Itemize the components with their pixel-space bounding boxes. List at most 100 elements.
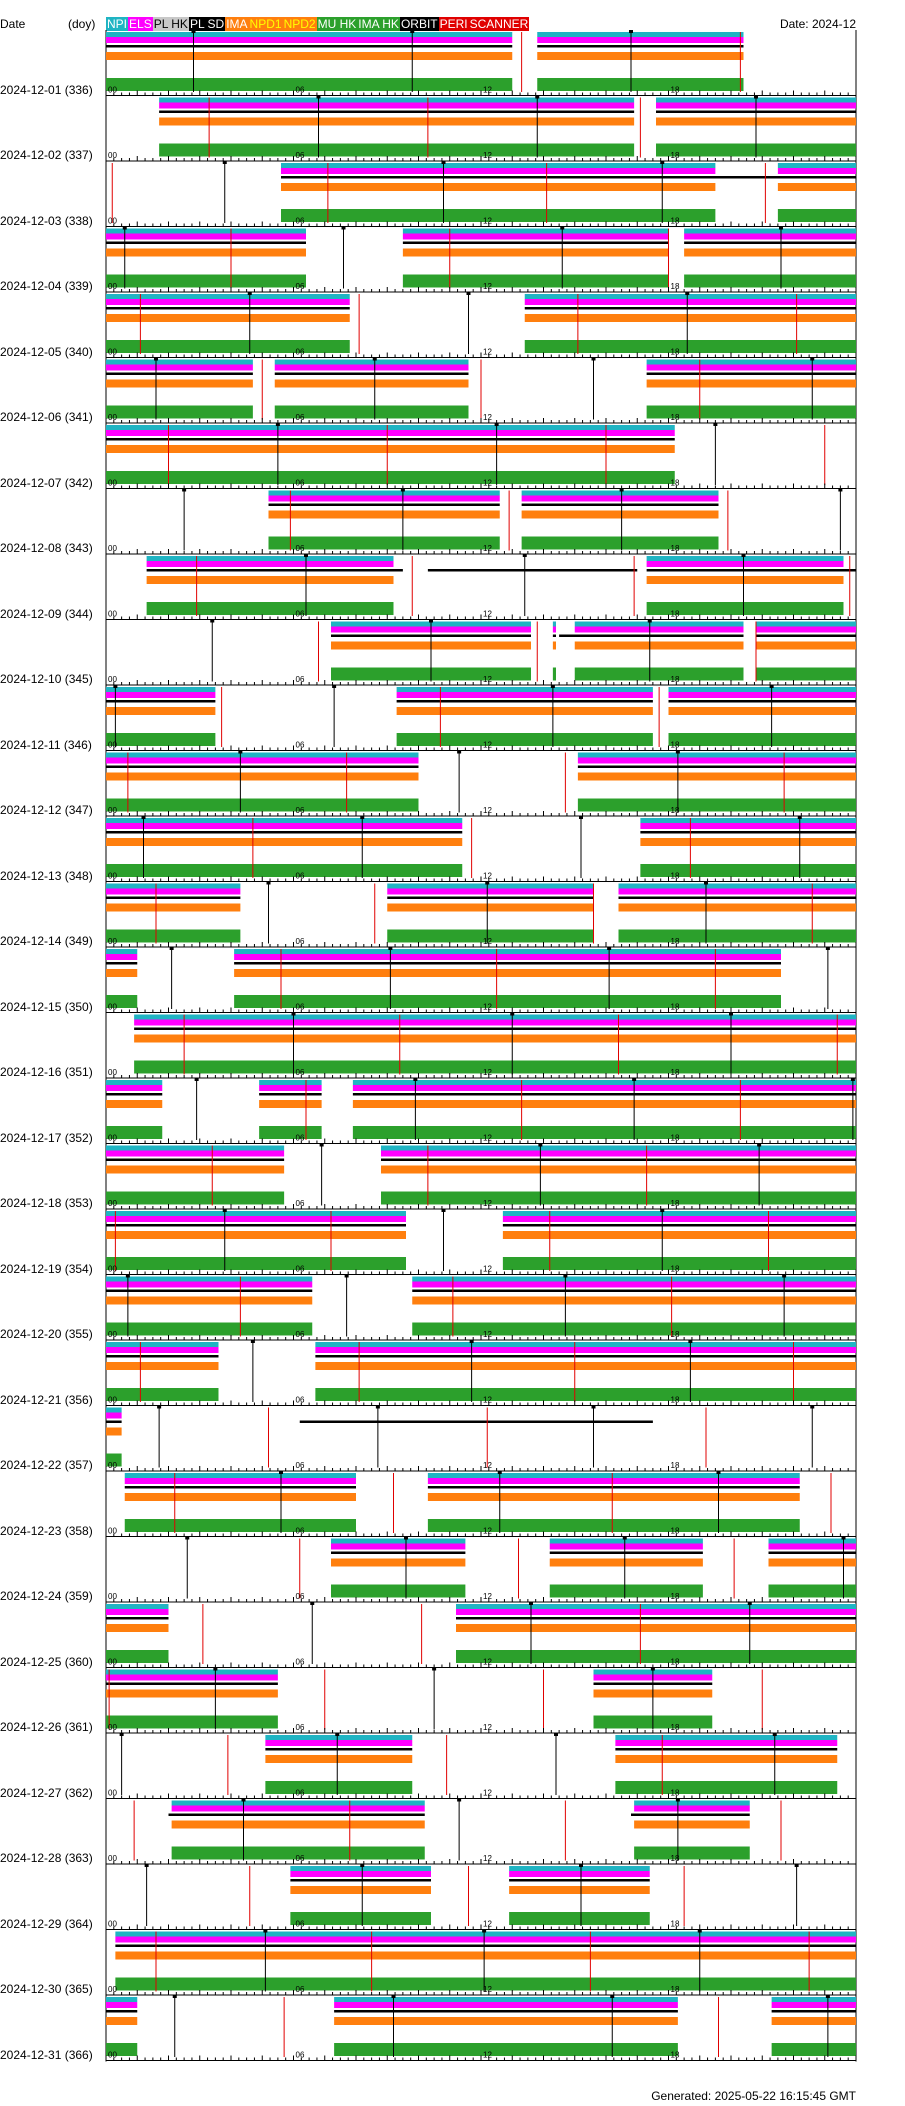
hour-tick-label: 06 [296, 872, 305, 881]
ima-bar [640, 838, 856, 846]
npi-bar [106, 687, 216, 692]
npi-bar [134, 1014, 856, 1020]
ima-bar [618, 903, 856, 912]
hour-tick-label: 06 [296, 86, 305, 95]
hour-tick-label: 06 [296, 610, 305, 619]
hk-bar [106, 929, 241, 943]
hour-tick-label: 06 [296, 1134, 305, 1143]
hour-tick-label: 00 [108, 1199, 117, 1208]
apoapsis-cap [266, 881, 271, 885]
orbit-line [646, 569, 856, 572]
orbit-line [509, 1879, 650, 1882]
hour-tick-label: 12 [483, 479, 492, 488]
hour-tick-label: 00 [108, 217, 117, 226]
npi-bar [259, 1080, 322, 1085]
hour-tick-label: 00 [108, 937, 117, 946]
hour-tick-label: 00 [108, 1068, 117, 1077]
orbit-line [574, 634, 744, 637]
npi-bar [768, 1538, 856, 1544]
els-bar [106, 823, 463, 829]
apoapsis-cap [716, 1471, 721, 1474]
apoapsis-cap [304, 554, 308, 557]
hour-tick-label: 18 [671, 1199, 680, 1208]
apoapsis-cap [675, 1798, 680, 1802]
ima-bar [456, 1624, 856, 1632]
hour-tick-label: 18 [671, 937, 680, 946]
ima-bar [274, 379, 469, 388]
orbit-line [106, 700, 216, 703]
npi-bar [777, 163, 856, 168]
apoapsis-cap [391, 1995, 396, 1998]
npi-bar [106, 818, 463, 823]
els-bar [615, 1740, 838, 1746]
npi-bar [402, 228, 669, 234]
npi-bar [265, 1735, 413, 1740]
orbit-line [352, 1093, 856, 1096]
day-label: 2024-12-26 (361) [0, 1720, 93, 1734]
apoapsis-cap [485, 881, 490, 885]
hour-tick-label: 00 [108, 806, 117, 815]
hk-bar [634, 1846, 750, 1860]
ima-bar [234, 969, 781, 977]
orbit-line [771, 2010, 856, 2013]
day-label: 2024-12-24 (359) [0, 1589, 93, 1603]
hour-tick-label: 00 [108, 1396, 117, 1405]
orbit-line [402, 241, 669, 244]
hour-tick-label: 06 [296, 741, 305, 750]
els-bar [352, 1085, 856, 1091]
apoapsis-cap [335, 1733, 340, 1736]
day-label: 2024-12-03 (338) [0, 213, 93, 228]
day-label: 2024-12-08 (343) [0, 541, 93, 555]
ima-bar [106, 2017, 138, 2025]
apoapsis-cap [319, 1143, 324, 1147]
apoapsis-cap [457, 750, 462, 754]
day-label: 2024-12-30 (365) [0, 1982, 93, 1996]
ima-bar [106, 1362, 219, 1370]
hour-tick-label: 00 [108, 1527, 117, 1536]
els-bar [171, 1805, 425, 1812]
npi-bar [456, 1604, 856, 1609]
ima-bar [768, 1558, 856, 1567]
orbit-line [684, 241, 856, 244]
npi-bar [171, 1800, 425, 1806]
ima-bar [115, 1951, 856, 1960]
npi-bar [106, 1145, 285, 1151]
orbit-line [106, 1682, 278, 1685]
apoapsis-cap [610, 1995, 615, 1998]
ima-bar [615, 1755, 838, 1763]
apoapsis-cap [222, 1209, 227, 1212]
hour-tick-label: 12 [483, 1592, 492, 1601]
orbit-line [299, 1420, 653, 1423]
apoapsis-cap [119, 1733, 124, 1736]
hk-bar [106, 1191, 285, 1205]
apoapsis-cap [747, 1602, 752, 1605]
apoapsis-cap [550, 685, 555, 688]
hk-bar [521, 536, 719, 550]
ima-bar [106, 52, 513, 60]
npi-bar [106, 752, 419, 758]
els-bar [106, 888, 241, 895]
apoapsis-cap [675, 750, 680, 754]
els-bar [509, 1871, 650, 1877]
hour-tick-label: 12 [483, 1527, 492, 1536]
ima-bar [106, 1296, 313, 1305]
npi-bar [106, 359, 253, 365]
hour-tick-label: 12 [483, 610, 492, 619]
orbit-line [615, 1748, 838, 1751]
hk-bar [618, 929, 856, 943]
apoapsis-cap [591, 1405, 596, 1409]
hour-tick-label: 00 [108, 479, 117, 488]
hour-tick-label: 18 [671, 1658, 680, 1667]
hk-bar [668, 733, 856, 746]
hk-bar [524, 340, 856, 353]
els-bar [274, 364, 469, 371]
orbit-line [259, 1093, 322, 1096]
hour-tick-label: 12 [483, 1723, 492, 1732]
els-bar [427, 1478, 800, 1484]
orbit-line [124, 1486, 356, 1489]
ima-bar [281, 183, 716, 191]
hour-tick-label: 18 [671, 1330, 680, 1339]
npi-bar [640, 818, 856, 823]
npi-bar [274, 359, 469, 365]
npi-bar [331, 1538, 466, 1544]
